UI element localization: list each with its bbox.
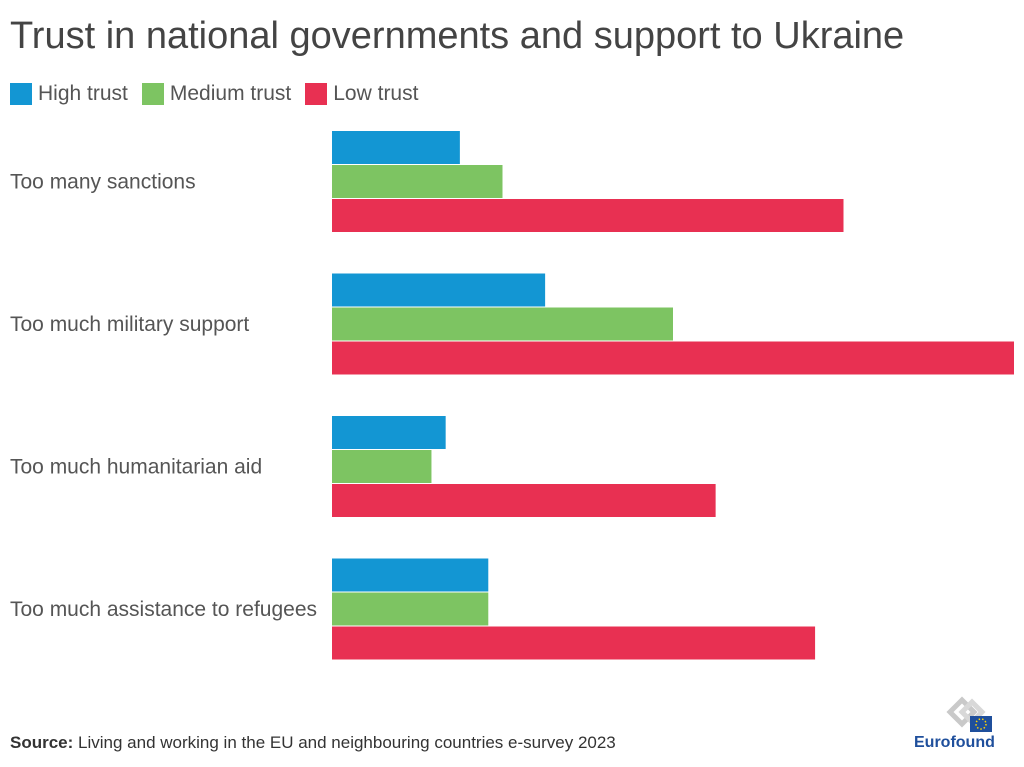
bar [332,416,446,449]
source-note: Source: Living and working in the EU and… [10,733,616,753]
bar-chart: Too many sanctions Too much military supp… [10,131,1014,660]
legend: High trust Medium trust Low trust [10,82,432,106]
legend-swatch-medium-trust [141,83,164,105]
legend-label-low-trust: Low trust [333,82,419,105]
category-label: Too much humanitarian aid [10,456,262,479]
source-label: Source: [10,733,74,752]
category-label: Too much assistance to refugees [10,598,317,621]
bar [332,626,816,660]
bar [332,592,489,626]
bar [332,341,1014,375]
legend-swatch-low-trust [305,83,328,105]
legend-label-medium-trust: Medium trust [169,82,292,105]
bar [332,307,673,341]
source-text: Living and working in the EU and neighbo… [78,733,616,752]
bar [332,199,844,232]
bar [332,558,489,592]
legend-label-high-trust: High trust [38,82,128,105]
bar [332,131,460,164]
eurofound-logo: Eurofound [912,690,1002,752]
chart-title: Trust in national governments and suppor… [10,15,905,57]
legend-item-medium-trust: Medium trust [141,82,292,106]
legend-item-high-trust: High trust [10,82,128,106]
eurofound-logo-icon [946,696,992,732]
legend-item-low-trust: Low trust [305,82,418,106]
category-label: Too much military support [10,313,249,336]
bar [332,484,716,517]
bar [332,273,546,307]
legend-swatch-high-trust [10,83,32,105]
bar [332,450,432,483]
bar [332,165,503,198]
logo-text: Eurofound [914,734,995,751]
category-label: Too many sanctions [10,171,196,194]
